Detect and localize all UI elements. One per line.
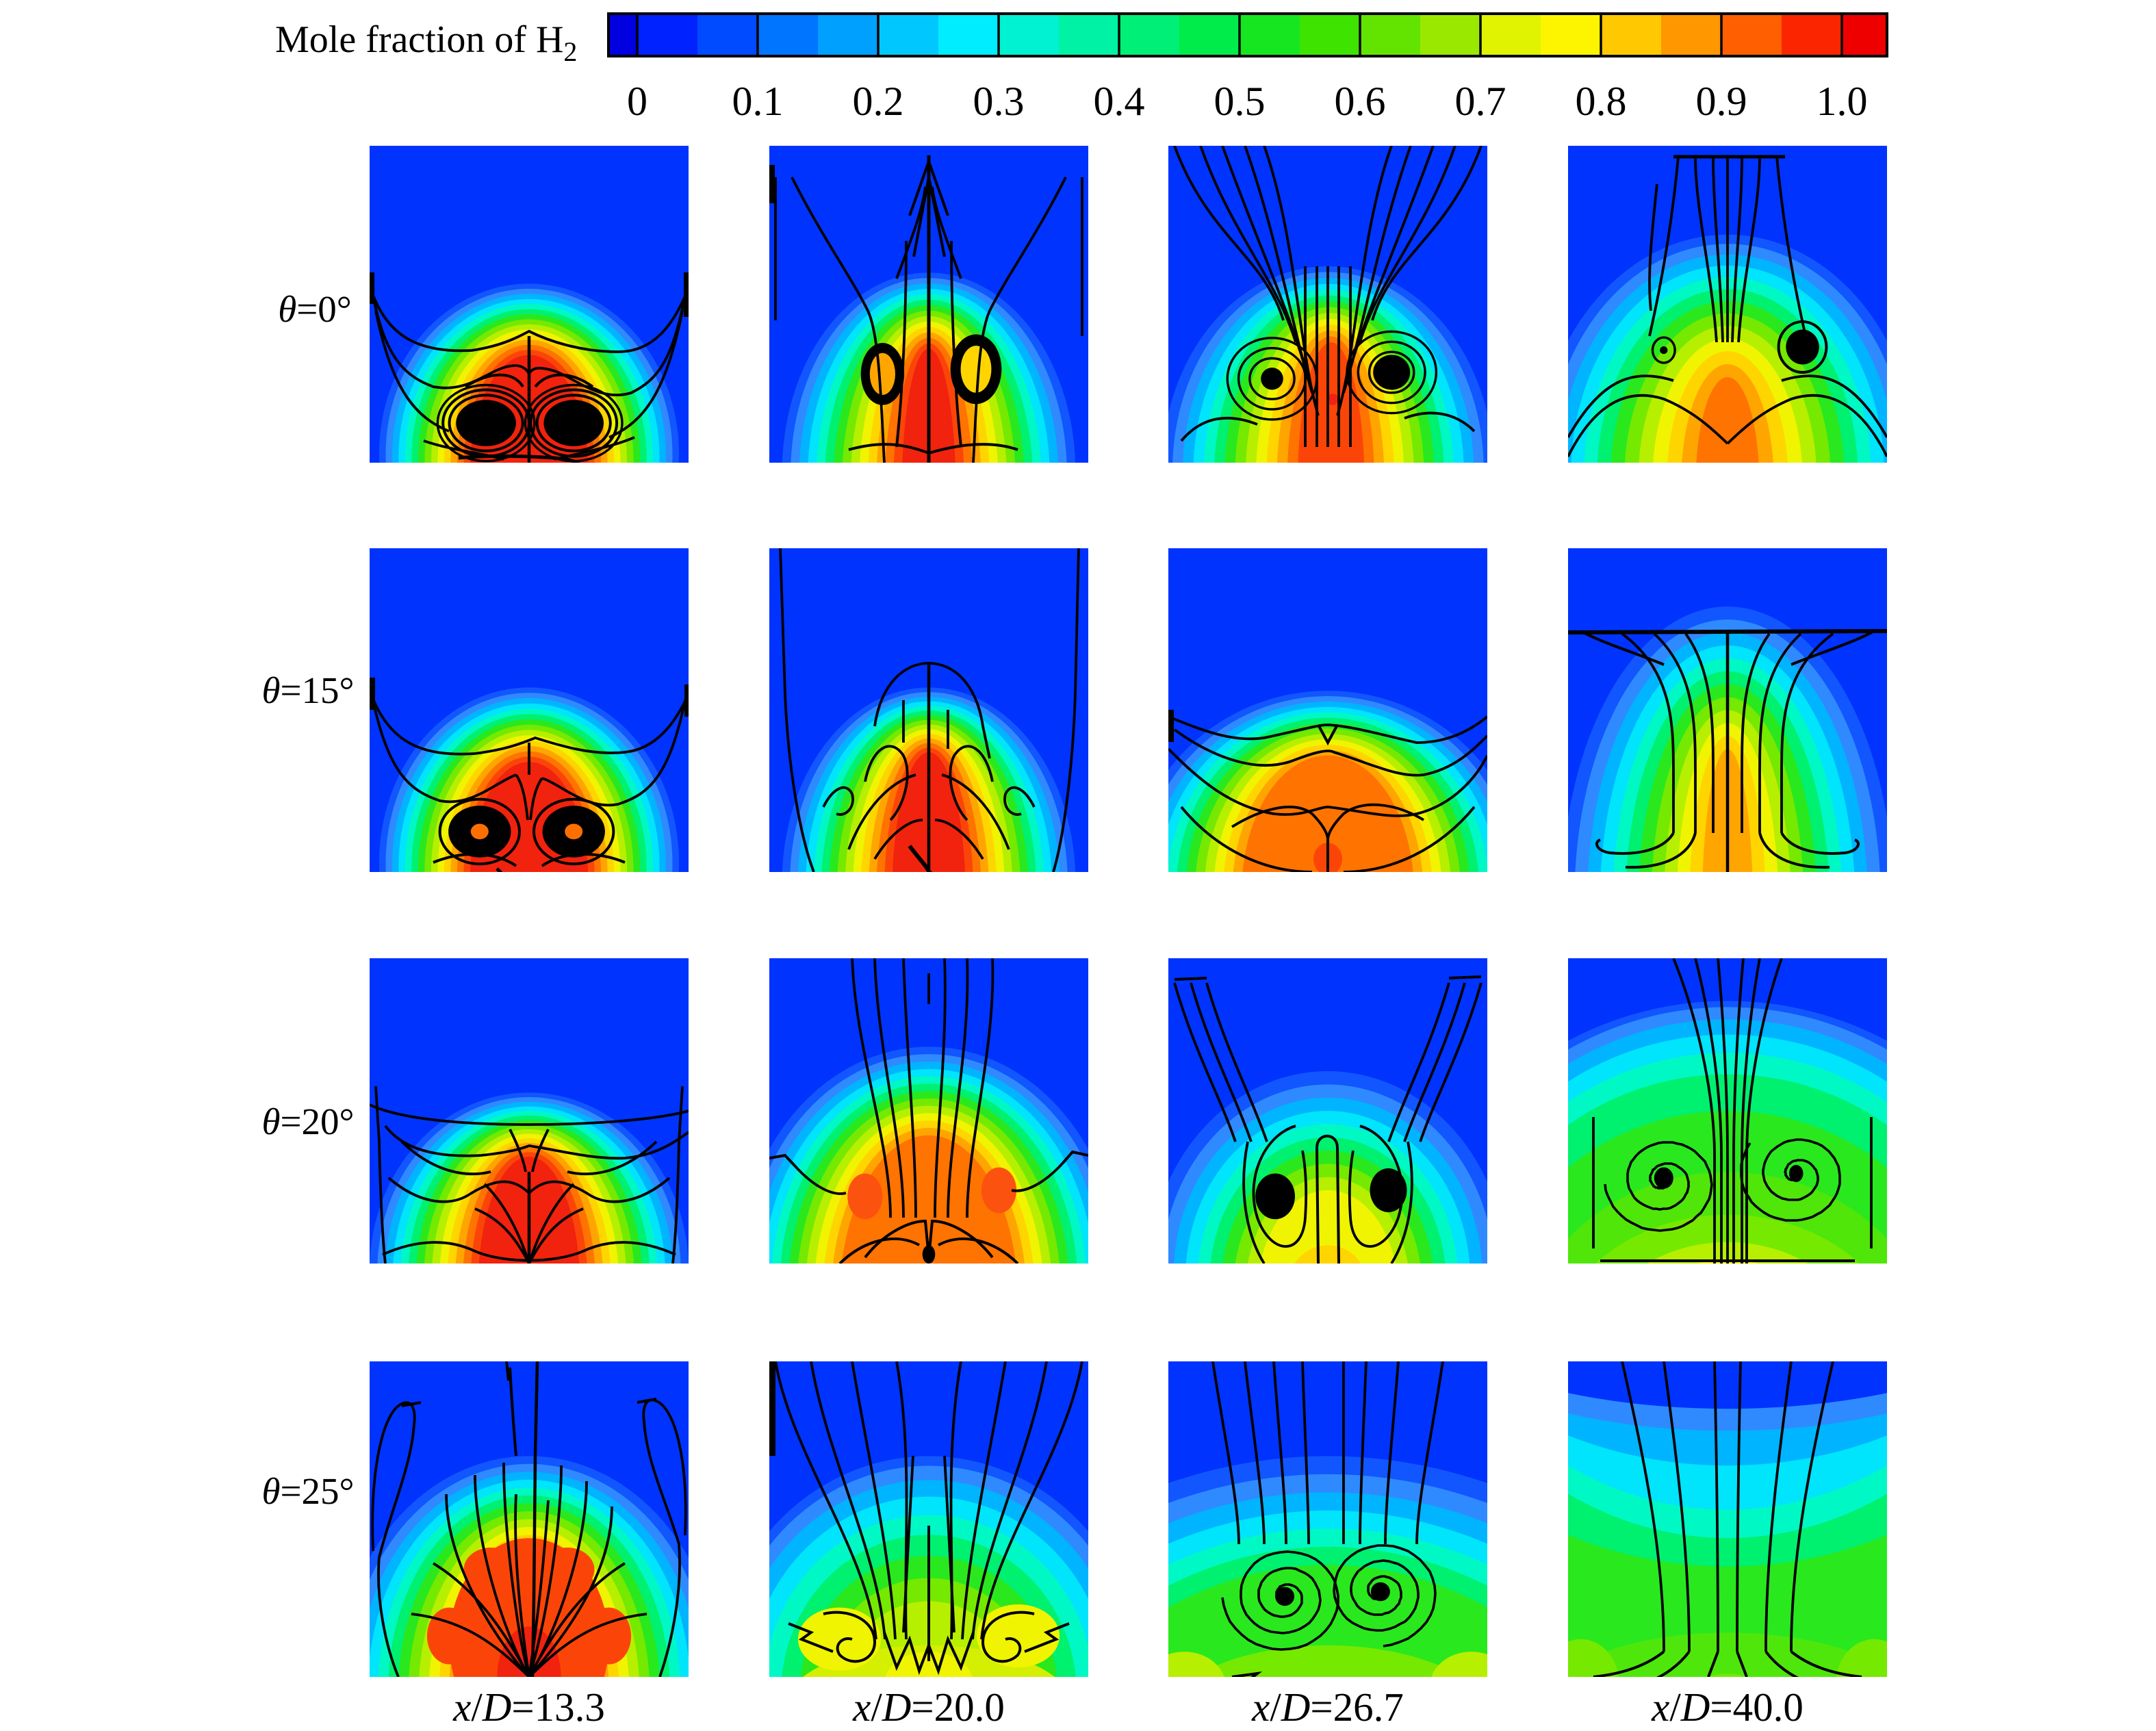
- svg-text:x/D=26.7: x/D=26.7: [1251, 1684, 1404, 1730]
- svg-text:0.9: 0.9: [1696, 79, 1747, 124]
- svg-text:x/D=40.0: x/D=40.0: [1651, 1684, 1804, 1730]
- svg-text:0.2: 0.2: [853, 79, 904, 124]
- svg-text:0.5: 0.5: [1214, 79, 1266, 124]
- svg-text:0.8: 0.8: [1576, 79, 1627, 124]
- svg-text:θ=0°: θ=0°: [278, 288, 352, 330]
- svg-text:θ=20°: θ=20°: [261, 1101, 354, 1142]
- svg-text:Mole fraction of H2: Mole fraction of H2: [275, 18, 577, 67]
- svg-text:θ=15°: θ=15°: [261, 669, 354, 711]
- svg-text:1.0: 1.0: [1817, 79, 1868, 124]
- svg-text:0.1: 0.1: [732, 79, 784, 124]
- svg-text:x/D=20.0: x/D=20.0: [852, 1684, 1005, 1730]
- svg-text:0: 0: [627, 79, 647, 124]
- svg-text:0.4: 0.4: [1094, 79, 1145, 124]
- svg-text:0.7: 0.7: [1455, 79, 1506, 124]
- svg-text:0.6: 0.6: [1335, 79, 1386, 124]
- svg-text:0.3: 0.3: [973, 79, 1025, 124]
- svg-text:θ=25°: θ=25°: [261, 1470, 354, 1512]
- svg-text:x/D=13.3: x/D=13.3: [452, 1684, 605, 1730]
